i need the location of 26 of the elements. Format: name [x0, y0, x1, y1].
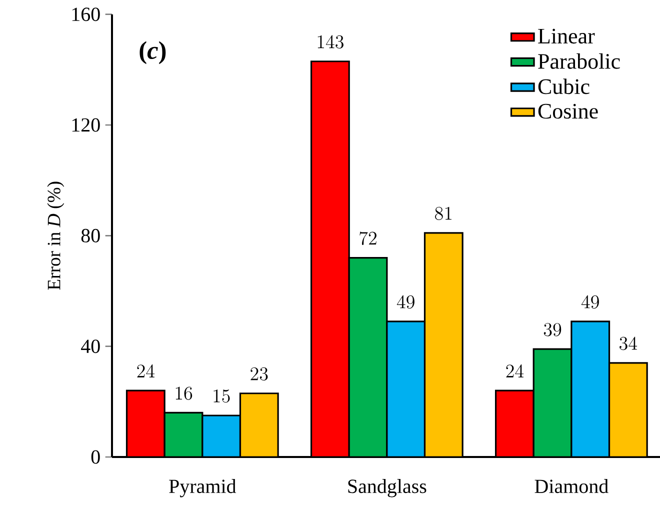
data-label: 34: [620, 336, 638, 350]
data-label: 143: [318, 35, 344, 49]
y-tick-label: 0: [91, 450, 100, 464]
legend-label: Cosine: [538, 104, 598, 119]
data-label: 49: [396, 295, 414, 309]
legend-label: Cubic: [538, 78, 590, 94]
y-tick-label: 160: [72, 8, 100, 22]
data-label: 72: [360, 232, 376, 245]
data-label: 24: [506, 364, 524, 378]
data-label: 81: [435, 206, 452, 220]
data-label: 23: [250, 367, 268, 381]
data-label: 15: [214, 390, 230, 403]
data-label: 24: [137, 364, 155, 378]
y-tick-label: 120: [72, 118, 100, 132]
y-axis-title: Error in D (%): [47, 182, 64, 290]
x-tick-label: Diamond: [534, 479, 608, 494]
data-label: 49: [581, 295, 599, 309]
y-tick-label: 80: [81, 228, 100, 242]
annotation: (c): [140, 41, 166, 64]
legend-label: Linear: [538, 28, 595, 44]
y-tick-label: 40: [81, 340, 100, 354]
legend-label: Parabolic: [538, 53, 620, 69]
data-label: 16: [176, 386, 192, 400]
x-tick-label: Sandglass: [348, 479, 426, 498]
data-label: 39: [544, 323, 562, 336]
x-tick-label: Pyramid: [169, 479, 236, 498]
